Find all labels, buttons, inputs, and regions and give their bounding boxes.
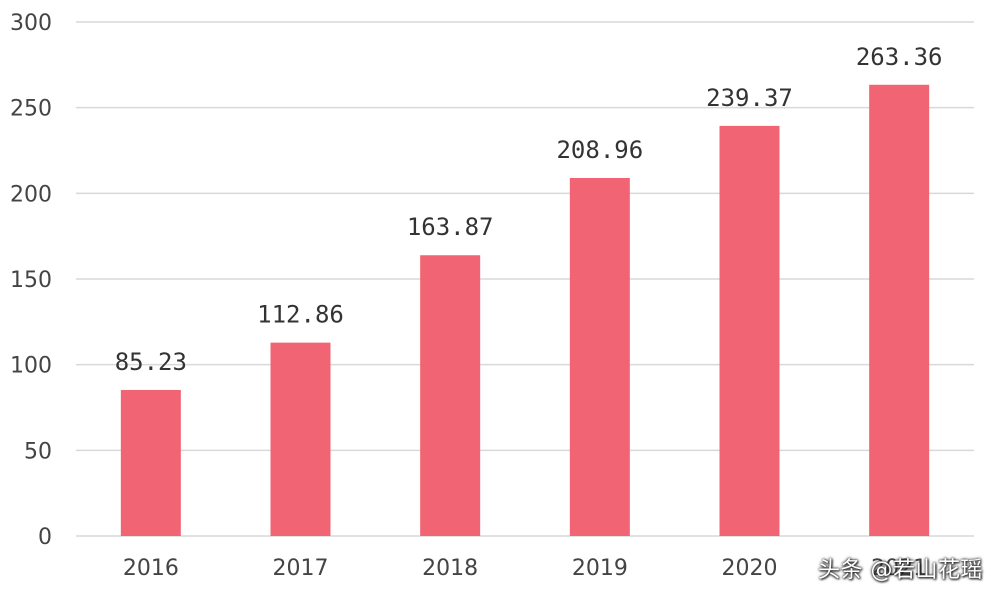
bar-2016 <box>120 389 181 536</box>
y-tick-label-300: 300 <box>10 11 52 36</box>
y-tick-label-50: 50 <box>24 439 52 464</box>
data-label-2020: 239.37 <box>706 84 793 112</box>
data-label-2021: 263.36 <box>856 43 943 71</box>
bar-2020 <box>719 125 780 537</box>
x-axis-ticks: 2016 2017 2018 2019 2020 2021 <box>123 556 927 581</box>
y-tick-label-0: 0 <box>38 525 52 550</box>
bar-2017 <box>270 342 331 536</box>
bar-2021 <box>869 84 930 536</box>
y-tick-label-100: 100 <box>10 354 52 379</box>
gridlines <box>76 21 974 537</box>
data-label-2017: 112.86 <box>257 301 344 329</box>
x-tick-label-2016: 2016 <box>123 556 179 581</box>
bar-2019 <box>569 177 630 536</box>
x-tick-label-2017: 2017 <box>273 556 329 581</box>
data-labels: 85.23 112.86 163.87 208.96 239.37 263.36 <box>115 43 943 376</box>
data-label-2016: 85.23 <box>115 348 187 376</box>
x-tick-label-2020: 2020 <box>722 556 778 581</box>
bar-2018 <box>420 255 481 536</box>
x-tick-label-2018: 2018 <box>422 556 478 581</box>
y-tick-label-200: 200 <box>10 182 52 207</box>
y-tick-label-150: 150 <box>10 268 52 293</box>
data-label-2018: 163.87 <box>407 213 494 241</box>
watermark: 头条 @若山花瑶 <box>818 558 983 583</box>
y-tick-label-250: 250 <box>10 97 52 122</box>
x-tick-label-2021: 2021 <box>871 556 927 581</box>
data-label-2019: 208.96 <box>556 136 643 164</box>
y-axis-ticks: 0 50 100 150 200 250 300 <box>10 11 52 550</box>
bars <box>120 84 930 537</box>
x-tick-label-2019: 2019 <box>572 556 628 581</box>
